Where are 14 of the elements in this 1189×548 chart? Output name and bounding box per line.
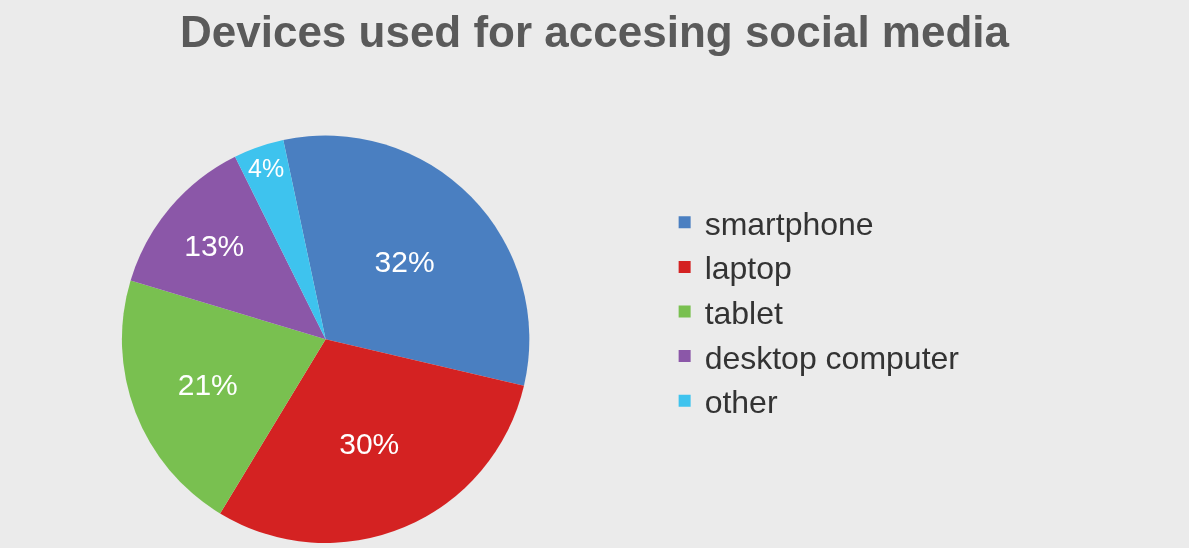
legend-label: desktop computer: [704, 339, 960, 376]
data-label: 4%: [248, 154, 285, 183]
data-label: 21%: [177, 368, 238, 402]
legend-label: smartphone: [704, 205, 874, 242]
legend-label: other: [704, 384, 778, 421]
data-label: 13%: [184, 228, 245, 262]
pie-slice: [130, 156, 326, 340]
pie-slice: [283, 135, 530, 386]
chart-title: Devices used for accesing social media: [179, 7, 1010, 57]
pie-slice: [122, 280, 326, 514]
data-label: 32%: [374, 245, 435, 279]
data-label: 30%: [339, 426, 400, 460]
legend-label: laptop: [704, 250, 792, 287]
legend-label: tablet: [704, 294, 784, 331]
